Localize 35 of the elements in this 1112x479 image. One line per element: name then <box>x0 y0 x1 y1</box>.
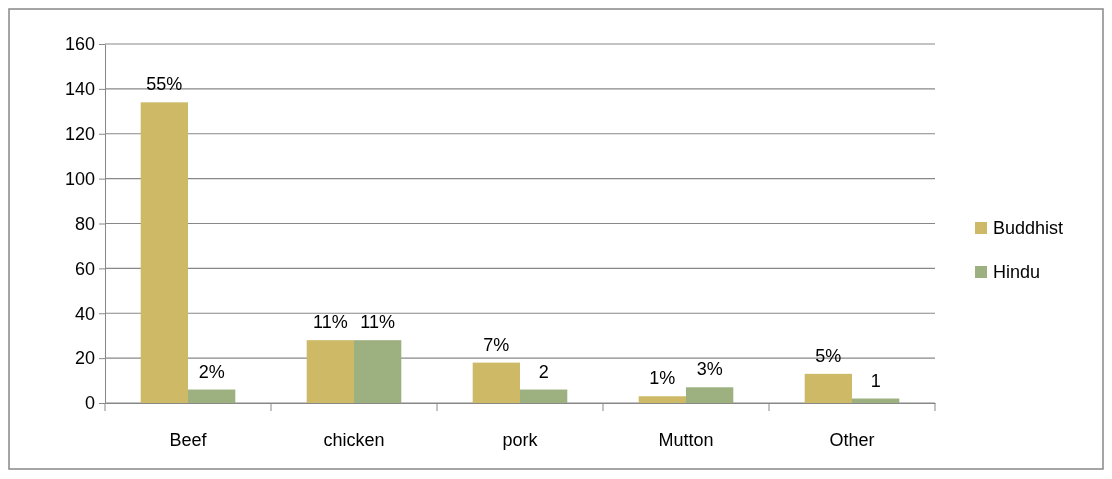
y-tick-label: 100 <box>64 168 95 189</box>
y-tick-label: 0 <box>84 393 95 414</box>
bar <box>686 387 734 403</box>
bar <box>140 102 188 403</box>
bar <box>306 340 354 403</box>
annotation: 11% <box>312 312 348 333</box>
legend-label: Buddhist <box>993 218 1064 239</box>
y-tick-label: 60 <box>74 258 95 279</box>
y-tick-label: 120 <box>64 124 95 145</box>
annotation: 55% <box>146 74 183 95</box>
bar <box>354 340 402 403</box>
y-tick-label: 40 <box>74 303 95 324</box>
bar <box>638 396 686 403</box>
x-tick-label: chicken <box>323 429 385 450</box>
y-tick-label: 20 <box>74 348 95 369</box>
x-tick-label: Mutton <box>658 429 714 450</box>
legend-label: Hindu <box>993 262 1041 283</box>
y-tick-label: 160 <box>64 34 95 55</box>
bar <box>472 362 520 403</box>
x-tick-label: pork <box>502 429 539 450</box>
annotation: 3% <box>696 359 723 380</box>
annotation: 2% <box>198 361 225 382</box>
annotation: 5% <box>815 345 842 366</box>
annotation: 2 <box>538 361 549 382</box>
bar <box>520 389 568 403</box>
bar <box>188 389 236 403</box>
x-tick-label: Beef <box>169 429 208 450</box>
x-tick-label: Other <box>829 429 875 450</box>
y-tick-label: 140 <box>64 79 95 100</box>
annotation: 7% <box>483 334 510 355</box>
y-tick-label: 80 <box>74 213 95 234</box>
bar <box>804 373 852 403</box>
annotation: 1% <box>649 368 676 389</box>
annotation: 11% <box>360 312 396 333</box>
annotation: 1 <box>870 370 881 391</box>
